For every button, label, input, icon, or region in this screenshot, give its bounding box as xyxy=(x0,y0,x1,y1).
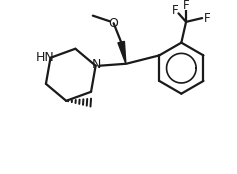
Text: O: O xyxy=(109,17,118,30)
Text: HN: HN xyxy=(36,51,54,64)
Text: F: F xyxy=(183,0,189,12)
Polygon shape xyxy=(118,41,126,64)
Text: F: F xyxy=(204,12,210,25)
Text: N: N xyxy=(92,58,101,71)
Text: F: F xyxy=(171,4,178,17)
